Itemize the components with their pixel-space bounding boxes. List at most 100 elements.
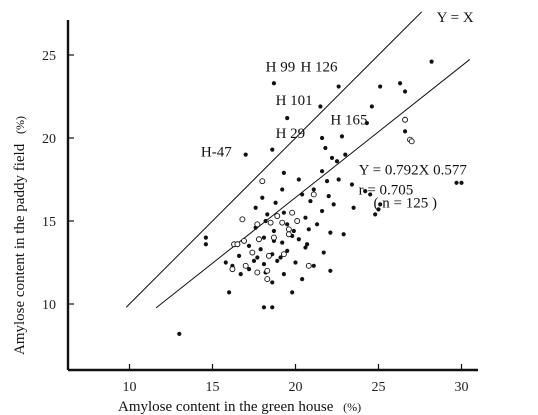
filled-point xyxy=(311,263,316,268)
axes xyxy=(66,20,478,372)
x-tick-label: 10 xyxy=(123,380,137,395)
x-tick-label: 30 xyxy=(455,380,469,395)
hollow-point xyxy=(264,276,271,283)
filled-point xyxy=(246,243,252,248)
filled-point xyxy=(324,179,330,184)
filled-point xyxy=(378,202,383,207)
identity-line xyxy=(125,11,423,308)
annotation-label: H 165 xyxy=(330,113,367,129)
filled-point xyxy=(328,268,333,273)
x-axis-title: Amylose content in the green house (%) xyxy=(118,399,361,415)
filled-point xyxy=(303,245,308,250)
filled-point xyxy=(378,84,383,89)
filled-point xyxy=(275,258,280,263)
filled-point xyxy=(280,187,285,192)
hollow-point xyxy=(402,116,409,123)
hollow-point xyxy=(256,236,262,243)
filled-point xyxy=(321,250,326,255)
filled-point xyxy=(326,194,331,199)
annotation-label: Y = X xyxy=(437,10,474,26)
filled-point xyxy=(349,182,355,187)
filled-point xyxy=(246,267,252,272)
filled-point xyxy=(323,145,328,151)
hollow-point xyxy=(241,237,247,244)
filled-point xyxy=(373,212,378,217)
filled-point xyxy=(293,260,298,265)
filled-point xyxy=(454,180,459,185)
filled-point xyxy=(311,187,316,192)
hollow-point xyxy=(294,218,301,224)
filled-point xyxy=(328,230,333,235)
filled-point xyxy=(397,81,403,86)
annotation-label: H 126 xyxy=(300,60,338,76)
filled-point xyxy=(261,305,267,310)
hollow-point xyxy=(408,138,415,145)
filled-point xyxy=(243,152,248,157)
filled-point xyxy=(270,280,275,285)
filled-point xyxy=(285,248,290,253)
filled-point xyxy=(402,89,408,94)
filled-point xyxy=(303,215,308,220)
hollow-point xyxy=(229,266,236,273)
hollow-point xyxy=(285,226,292,233)
tick-labels: 10 15 20 25 30 10 15 20 25 xyxy=(42,49,469,395)
regression-line xyxy=(155,59,471,309)
filled-point xyxy=(339,134,345,139)
x-axis-label: Amylose content in the green house xyxy=(118,399,334,415)
filled-point xyxy=(376,207,381,212)
filled-point xyxy=(300,192,305,197)
hollow-point xyxy=(279,219,286,226)
filled-point xyxy=(251,258,257,263)
filled-point xyxy=(238,272,243,277)
filled-point xyxy=(227,290,232,295)
filled-point xyxy=(255,255,260,260)
hollow-point xyxy=(239,216,246,223)
annotation-label: H 29 xyxy=(276,126,306,142)
hollow-point xyxy=(270,234,277,241)
filled-point xyxy=(459,180,464,185)
filled-point xyxy=(285,222,290,227)
x-tick-label: 20 xyxy=(289,380,303,395)
hollow-point xyxy=(259,178,266,185)
filled-point xyxy=(203,235,208,240)
filled-point xyxy=(314,222,320,227)
x-tick-label: 25 xyxy=(372,380,386,395)
annotations: Y = X H 99 H 126 H 101 H 29 H 165 H-47 Y = 0.79… xyxy=(201,10,474,212)
hollow-point xyxy=(289,209,296,216)
filled-point xyxy=(270,305,275,310)
filled-point xyxy=(402,129,408,134)
y-tick-label: 25 xyxy=(42,49,56,64)
filled-point xyxy=(319,208,325,214)
filled-point xyxy=(300,277,305,282)
filled-point xyxy=(336,177,341,182)
hollow-point xyxy=(242,262,249,269)
filled-point xyxy=(285,115,290,121)
filled-point xyxy=(271,228,277,234)
filled-point xyxy=(280,240,285,245)
filled-point xyxy=(318,104,323,109)
hollow-point xyxy=(310,191,317,198)
filled-point xyxy=(369,104,374,109)
y-tick-label: 10 xyxy=(42,298,56,313)
hollow-point xyxy=(234,241,241,248)
filled-point xyxy=(263,218,268,224)
filled-point xyxy=(331,202,336,207)
filled-point xyxy=(177,331,182,336)
filled-point xyxy=(253,205,258,210)
x-axis-unit: (%) xyxy=(343,400,361,414)
data-points xyxy=(177,59,464,336)
filled-point xyxy=(341,232,346,237)
filled-point xyxy=(351,205,356,210)
annotation-label: Y = 0.792X 0.577 xyxy=(359,163,468,179)
filled-point xyxy=(223,260,228,265)
filled-point xyxy=(261,235,267,240)
filled-point xyxy=(364,120,369,126)
hollow-point xyxy=(254,269,261,276)
filled-point xyxy=(290,290,295,295)
filled-point xyxy=(258,247,263,252)
y-axis-label: Amylose content in the paddy field xyxy=(12,143,28,355)
filled-point xyxy=(278,255,283,260)
filled-point xyxy=(271,81,277,86)
filled-point xyxy=(319,169,325,174)
